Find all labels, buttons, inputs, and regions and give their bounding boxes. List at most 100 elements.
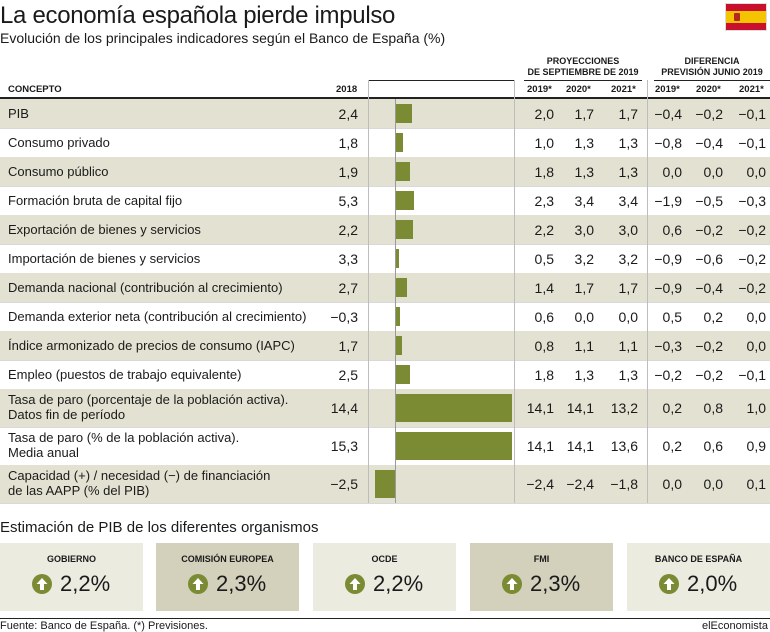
cell-p2020: 1,7 xyxy=(574,279,594,296)
cell-p2019: 1,8 xyxy=(534,366,554,383)
row-label: Demanda exterior neta (contribución al c… xyxy=(8,309,307,324)
cell-d2019: 0,2 xyxy=(662,438,682,454)
chart-bar xyxy=(395,133,404,152)
cell-p2020: 1,1 xyxy=(574,337,594,354)
cell-v2018: 1,8 xyxy=(338,134,358,151)
cell-p2020: 14,1 xyxy=(566,400,594,416)
cell-v2018: 2,2 xyxy=(338,221,358,238)
cell-p2020: 1,3 xyxy=(574,163,594,180)
cell-d2020: 0,0 xyxy=(703,163,723,180)
cell-p2019: 1,8 xyxy=(534,163,554,180)
arrow-up-icon xyxy=(345,574,365,594)
cell-p2020: 1,7 xyxy=(574,105,594,122)
row-label: Consumo privado xyxy=(8,135,110,150)
row-label: Empleo (puestos de trabajo equivalente) xyxy=(8,367,242,382)
row-label: Tasa de paro (porcentaje de la población… xyxy=(8,392,289,422)
cell-p2019: −2,4 xyxy=(526,476,554,492)
cell-p2019: 1,0 xyxy=(534,134,554,151)
arrow-up-icon xyxy=(32,574,52,594)
col-header-d2020: 2020* xyxy=(696,84,721,95)
cell-d2019: 0,0 xyxy=(662,476,682,492)
cell-v2018: 15,3 xyxy=(330,438,358,454)
row-label: Demanda nacional (contribución al crecim… xyxy=(8,280,283,295)
estimate-card: GOBIERNO 2,2% xyxy=(0,543,143,611)
table-row: Consumo público 1,9 1,8 1,3 1,3 0,0 0,0 0,0 xyxy=(0,157,770,186)
cell-p2019: 14,1 xyxy=(526,400,554,416)
cell-d2019: −0,2 xyxy=(654,366,682,383)
col-header-p2020: 2020* xyxy=(566,84,591,95)
cell-d2021: 0,9 xyxy=(746,438,766,454)
cell-d2019: 0,5 xyxy=(662,308,682,325)
cell-d2020: −0,5 xyxy=(695,192,723,209)
table-row: Formación bruta de capital fijo 5,3 2,3 3,4… xyxy=(0,186,770,215)
cell-p2020: −2,4 xyxy=(566,476,594,492)
spain-flag-icon xyxy=(725,3,767,31)
chart-bar xyxy=(395,220,414,239)
cell-d2020: −0,4 xyxy=(695,279,723,296)
cell-d2019: −0,9 xyxy=(654,279,682,296)
table-row: Demanda exterior neta (contribución al c… xyxy=(0,302,770,331)
cell-d2021: 0,0 xyxy=(746,163,766,180)
cell-d2019: 0,6 xyxy=(662,221,682,238)
cell-d2021: −0,1 xyxy=(738,134,766,151)
table-row: Índice armonizado de precios de consumo … xyxy=(0,331,770,360)
col-header-d2019: 2019* xyxy=(655,84,680,95)
arrow-up-icon xyxy=(659,574,679,594)
cell-v2018: 2,7 xyxy=(338,279,358,296)
cell-d2021: −0,3 xyxy=(738,192,766,209)
cell-d2021: −0,1 xyxy=(738,366,766,383)
estimate-label: GOBIERNO xyxy=(46,554,96,564)
page-title: La economía española pierde impulso xyxy=(0,2,396,29)
cell-p2021: 13,2 xyxy=(610,400,638,416)
cell-p2021: 1,3 xyxy=(618,134,638,151)
estimates-title: Estimación de PIB de los diferentes orga… xyxy=(0,519,319,536)
chart-bar xyxy=(395,394,513,422)
cell-v2018: −0,3 xyxy=(330,308,358,325)
chart-bar xyxy=(395,104,412,123)
cell-d2021: −0,1 xyxy=(738,105,766,122)
cell-d2021: −0,2 xyxy=(738,250,766,267)
cell-p2021: −1,8 xyxy=(610,476,638,492)
cell-p2019: 2,3 xyxy=(534,192,554,209)
cell-d2021: −0,2 xyxy=(738,221,766,238)
cell-d2021: 0,1 xyxy=(746,476,766,492)
estimate-card: FMI 2,3% xyxy=(470,543,613,611)
cell-v2018: 5,3 xyxy=(338,192,358,209)
cell-d2020: −0,2 xyxy=(695,105,723,122)
row-label: Capacidad (+) / necesidad (−) de financi… xyxy=(8,468,271,498)
cell-d2020: −0,4 xyxy=(695,134,723,151)
cell-v2018: 1,9 xyxy=(338,163,358,180)
cell-v2018: 14,4 xyxy=(330,400,358,416)
table-row: Consumo privado 1,8 1,0 1,3 1,3 −0,8 −0,4 −0,1 xyxy=(0,128,770,157)
cell-d2020: 0,2 xyxy=(703,308,723,325)
table-row: Tasa de paro (porcentaje de la población… xyxy=(0,389,770,427)
cell-d2019: −0,4 xyxy=(654,105,682,122)
col-header-d2021: 2021* xyxy=(739,84,764,95)
cell-d2021: 0,0 xyxy=(746,308,766,325)
cell-p2019: 2,0 xyxy=(534,105,554,122)
table-row: Importación de bienes y servicios 3,3 0,5 3… xyxy=(0,244,770,273)
table-row: Capacidad (+) / necesidad (−) de financi… xyxy=(0,465,770,503)
cell-v2018: 2,4 xyxy=(338,105,358,122)
cell-v2018: 2,5 xyxy=(338,366,358,383)
brand-logo: elEconomista xyxy=(701,620,768,632)
chart-bar xyxy=(395,432,513,460)
col-header-p2019: 2019* xyxy=(527,84,552,95)
cell-d2020: −0,2 xyxy=(695,337,723,354)
arrow-up-icon xyxy=(502,574,522,594)
chart-bar xyxy=(395,336,402,355)
estimate-label: BANCO DE ESPAÑA xyxy=(654,554,743,564)
cell-d2021: 0,0 xyxy=(746,337,766,354)
col-header-2018: 2018 xyxy=(336,84,358,95)
cell-d2020: −0,6 xyxy=(695,250,723,267)
chart-bar xyxy=(395,307,400,326)
estimate-card: OCDE 2,2% xyxy=(313,543,456,611)
cell-d2020: −0,2 xyxy=(695,221,723,238)
chart-bar xyxy=(395,278,407,297)
cell-p2020: 3,2 xyxy=(574,250,594,267)
cell-p2019: 0,8 xyxy=(534,337,554,354)
cell-p2021: 1,3 xyxy=(618,163,638,180)
cell-p2021: 3,0 xyxy=(618,221,638,238)
row-label: Consumo público xyxy=(8,164,109,179)
table-row: PIB 2,4 2,0 1,7 1,7 −0,4 −0,2 −0,1 xyxy=(0,99,770,128)
